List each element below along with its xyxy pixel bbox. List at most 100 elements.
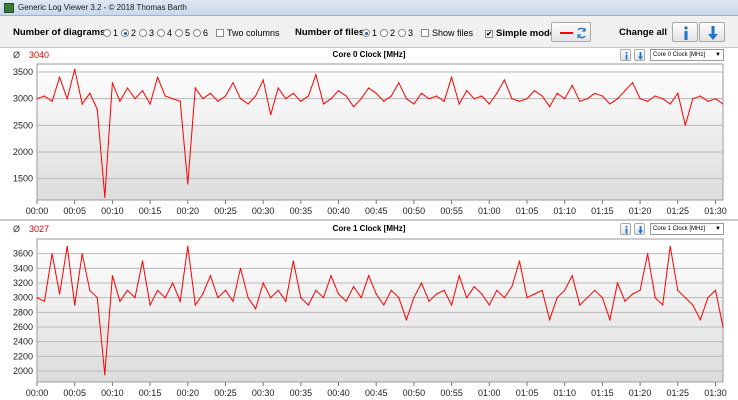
- data-point: [111, 82, 113, 84]
- files-radio-1[interactable]: 1: [362, 28, 377, 38]
- data-point: [503, 297, 505, 299]
- data-point: [126, 289, 129, 291]
- chevron-down-icon: ▼: [715, 226, 721, 232]
- data-point: [179, 100, 181, 102]
- data-point: [692, 304, 694, 306]
- data-point: [224, 95, 227, 97]
- show-files-checkbox[interactable]: Show files: [421, 28, 473, 38]
- arrow-down-icon: [708, 26, 718, 40]
- data-point: [473, 98, 475, 100]
- data-point: [647, 100, 649, 102]
- data-point: [345, 300, 347, 302]
- diagrams-radio-2[interactable]: 2: [121, 28, 136, 38]
- data-point: [405, 98, 407, 100]
- y-tick-label: 3600: [13, 249, 33, 259]
- data-point: [36, 297, 38, 299]
- data-point: [66, 245, 68, 247]
- data-point: [239, 267, 242, 269]
- data-point: [541, 95, 543, 97]
- data-point: [315, 289, 317, 291]
- data-point: [549, 319, 551, 321]
- data-point: [707, 100, 709, 102]
- chart-core1: 2000 2200 2400 2600 2800 3000 3200 3400 3600 00:0…: [13, 238, 727, 398]
- chart-header: Ø 3040 Core 0 Clock [MHz] Core 0 Clock […: [0, 48, 738, 62]
- data-point: [564, 289, 566, 291]
- data-point: [337, 90, 340, 92]
- x-tick-label: 01:05: [516, 388, 539, 398]
- data-point: [579, 304, 581, 306]
- data-point: [692, 98, 694, 100]
- data-point: [172, 98, 174, 100]
- diagrams-radio-6[interactable]: 6: [193, 28, 208, 38]
- series-select[interactable]: Core 0 Clock [MHz] ▼: [650, 49, 724, 61]
- line-color-swap-icon: [560, 27, 586, 39]
- data-point: [533, 90, 536, 92]
- data-point: [126, 87, 129, 89]
- data-point: [149, 304, 151, 306]
- data-point: [413, 103, 415, 105]
- data-point: [51, 100, 53, 102]
- data-point: [368, 275, 370, 277]
- data-point: [277, 289, 279, 291]
- data-point: [255, 308, 257, 310]
- data-point: [74, 304, 76, 306]
- data-point: [300, 100, 302, 102]
- data-point: [43, 95, 46, 97]
- panel-divider: [0, 219, 738, 221]
- chart-info-button[interactable]: [620, 49, 631, 61]
- data-point: [255, 95, 257, 97]
- y-tick-label: 2000: [13, 366, 33, 376]
- two-columns-checkbox[interactable]: Two columns: [216, 28, 280, 38]
- data-point: [353, 106, 355, 108]
- data-point: [157, 76, 159, 78]
- x-tick-label: 01:25: [667, 206, 690, 216]
- download-button[interactable]: [699, 22, 725, 42]
- data-point: [330, 275, 332, 277]
- data-point: [202, 98, 204, 100]
- chart-download-button[interactable]: [634, 49, 645, 61]
- x-tick-label: 00:15: [139, 206, 162, 216]
- data-point: [458, 103, 460, 105]
- y-tick-label: 2500: [13, 120, 33, 130]
- diagrams-radio-3[interactable]: 3: [139, 28, 154, 38]
- data-point: [405, 319, 407, 321]
- info-button[interactable]: [672, 22, 698, 42]
- window-titlebar: Generic Log Viewer 3.2 - © 2018 Thomas B…: [0, 0, 738, 16]
- data-point: [579, 100, 581, 102]
- chart-download-button[interactable]: [634, 223, 645, 235]
- data-point: [684, 297, 686, 299]
- data-point: [435, 293, 438, 295]
- diagrams-radio-1[interactable]: 1: [103, 28, 118, 38]
- data-point: [322, 297, 325, 299]
- x-tick-label: 00:50: [403, 206, 426, 216]
- data-point: [496, 92, 498, 94]
- series-line: [36, 246, 724, 375]
- data-point: [624, 90, 626, 92]
- data-point: [270, 114, 272, 116]
- data-point: [89, 289, 91, 291]
- data-point: [96, 297, 98, 299]
- data-point: [639, 289, 641, 291]
- line-color-button[interactable]: [551, 22, 591, 42]
- simple-mode-checkbox[interactable]: ✔ Simple mode: [485, 28, 556, 39]
- files-radio-3[interactable]: 3: [398, 28, 413, 38]
- data-point: [496, 289, 498, 291]
- diagrams-radio-4[interactable]: 4: [157, 28, 172, 38]
- y-tick-label: 3500: [13, 67, 33, 77]
- arrow-down-icon: [638, 52, 643, 60]
- y-tick-label: 3400: [13, 263, 33, 273]
- data-point: [390, 95, 392, 97]
- x-tick-label: 00:30: [252, 388, 275, 398]
- data-point: [141, 260, 144, 262]
- x-tick-label: 00:25: [214, 206, 237, 216]
- data-point: [300, 297, 302, 299]
- diagrams-radio-5[interactable]: 5: [175, 28, 190, 38]
- data-point: [556, 92, 558, 94]
- files-radio-2[interactable]: 2: [380, 28, 395, 38]
- x-tick-label: 00:00: [26, 388, 49, 398]
- data-point: [586, 297, 588, 299]
- x-tick-label: 01:20: [629, 388, 652, 398]
- x-tick-label: 00:45: [365, 388, 388, 398]
- chart-info-button[interactable]: [620, 223, 631, 235]
- series-select[interactable]: Core 1 Clock [MHz] ▼: [650, 223, 724, 235]
